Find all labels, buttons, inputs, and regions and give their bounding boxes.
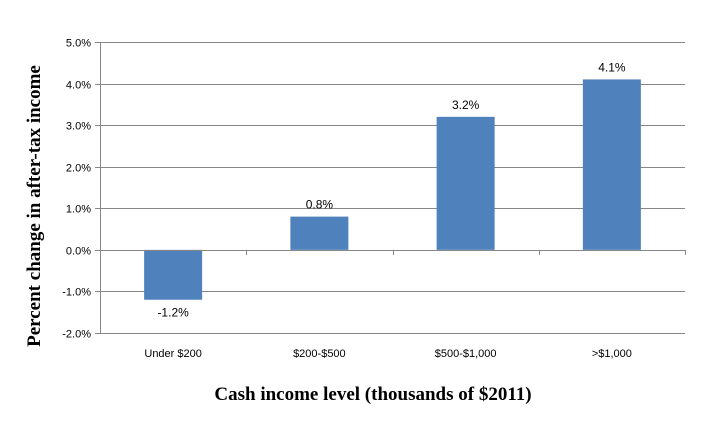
bar (436, 116, 495, 250)
bar-data-label: -1.2% (157, 306, 189, 320)
x-tick-label: >$1,000 (592, 348, 632, 360)
bar (582, 79, 641, 250)
bar-data-label: 0.8% (306, 198, 334, 212)
bars (144, 79, 641, 300)
y-tick-label: -1.0% (62, 287, 91, 299)
bar (290, 216, 349, 250)
axes (100, 42, 685, 333)
y-tick-label: -2.0% (62, 329, 91, 341)
x-tick-label: $500-$1,000 (435, 348, 497, 360)
y-tick-label: 0.0% (66, 246, 91, 258)
data-labels: -1.2% 0.8% 3.2% 4.1% (157, 60, 625, 319)
y-tick-label: 3.0% (66, 121, 91, 133)
bar (144, 249, 203, 300)
y-axis-title: Percent change in after-tax income (24, 65, 45, 347)
y-tick-label: 2.0% (66, 163, 91, 175)
x-tick-label: $200-$500 (293, 348, 346, 360)
x-axis-title: Cash income level (thousands of $2011) (214, 384, 531, 405)
y-tick-label: 4.0% (66, 80, 91, 92)
bar-data-label: 3.2% (452, 98, 480, 112)
bar-data-label: 4.1% (598, 60, 626, 74)
x-tick-label: Under $200 (144, 348, 202, 360)
y-tick-label: 1.0% (66, 204, 91, 216)
y-tick-label: 5.0% (66, 38, 91, 50)
y-axis-ticks: -2.0% -1.0% 0.0% 1.0% 2.0% 3.0% 4.0% 5.0% (62, 38, 100, 341)
